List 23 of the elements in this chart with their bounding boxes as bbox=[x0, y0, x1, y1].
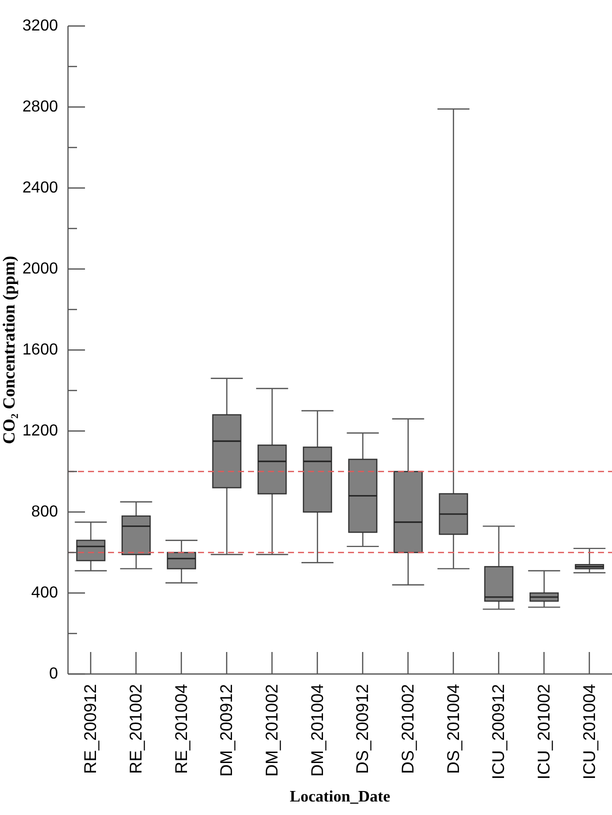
x-tick-label: DM_201004 bbox=[308, 684, 327, 777]
x-axis-title: Location_Date bbox=[290, 788, 390, 806]
y-tick-label: 800 bbox=[31, 504, 58, 520]
x-tick-label: ICU_201002 bbox=[534, 684, 554, 780]
y-tick-label: 400 bbox=[31, 584, 58, 602]
y-tick-label: 0 bbox=[49, 666, 58, 682]
x-tick-label: DS_201002 bbox=[398, 684, 418, 774]
x-tick-label: RE_201004 bbox=[172, 684, 191, 774]
x-tick-label: DM_201002 bbox=[262, 684, 282, 777]
y-tick-label: 3200 bbox=[22, 18, 58, 34]
x-tick-label: ICU_200912 bbox=[489, 684, 508, 780]
x-tick-label: DM_200912 bbox=[217, 684, 236, 777]
x-tick-label: DS_201004 bbox=[444, 684, 463, 774]
x-tick-label: ICU_201004 bbox=[580, 684, 599, 780]
y-axis-title: CO₂ Concentration (ppm) bbox=[0, 256, 18, 444]
y-tick-label: 1200 bbox=[22, 422, 58, 440]
y-tick-label: 2400 bbox=[22, 180, 58, 196]
x-tick-label: RE_201002 bbox=[126, 684, 146, 774]
y-tick-label: 1600 bbox=[22, 342, 58, 358]
y-tick-label: 2800 bbox=[22, 98, 58, 116]
x-tick-label: DS_200912 bbox=[353, 684, 372, 774]
x-tick-label: RE_200912 bbox=[81, 684, 100, 774]
y-tick-label: 2000 bbox=[22, 260, 58, 278]
